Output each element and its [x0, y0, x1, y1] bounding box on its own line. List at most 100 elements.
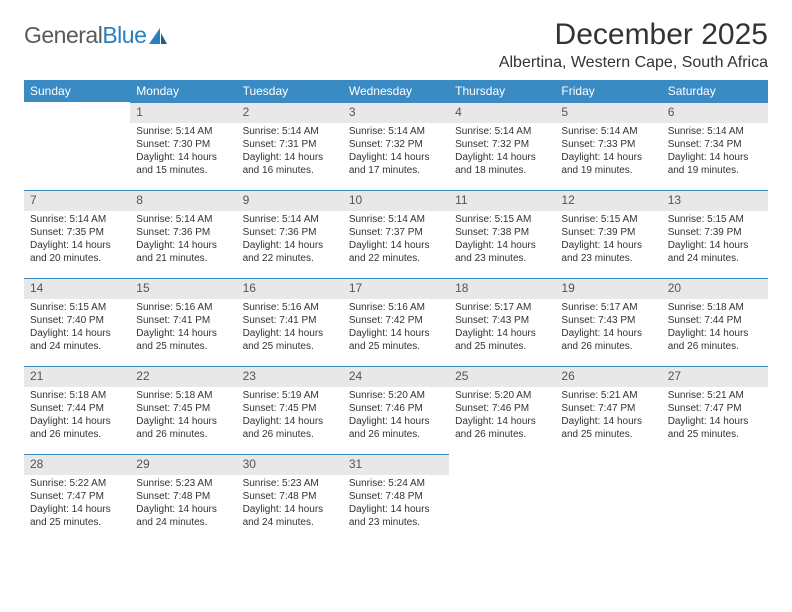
weekday-header: Tuesday	[237, 80, 343, 102]
daylight-text: Daylight: 14 hours and 19 minutes.	[668, 151, 762, 177]
sunset-text: Sunset: 7:40 PM	[30, 314, 124, 327]
sunset-text: Sunset: 7:42 PM	[349, 314, 443, 327]
sunrise-text: Sunrise: 5:21 AM	[668, 389, 762, 402]
cell-body: Sunrise: 5:14 AMSunset: 7:32 PMDaylight:…	[449, 123, 555, 181]
day-number: 1	[130, 102, 236, 123]
daylight-text: Daylight: 14 hours and 26 minutes.	[349, 415, 443, 441]
daylight-text: Daylight: 14 hours and 25 minutes.	[455, 327, 549, 353]
sunset-text: Sunset: 7:44 PM	[668, 314, 762, 327]
calendar-cell: 14Sunrise: 5:15 AMSunset: 7:40 PMDayligh…	[24, 278, 130, 366]
cell-body: Sunrise: 5:15 AMSunset: 7:39 PMDaylight:…	[662, 211, 768, 269]
daylight-text: Daylight: 14 hours and 25 minutes.	[561, 415, 655, 441]
cell-body: Sunrise: 5:18 AMSunset: 7:45 PMDaylight:…	[130, 387, 236, 445]
daylight-text: Daylight: 14 hours and 21 minutes.	[136, 239, 230, 265]
day-number: 5	[555, 102, 661, 123]
day-number: 22	[130, 366, 236, 387]
sunset-text: Sunset: 7:32 PM	[455, 138, 549, 151]
daylight-text: Daylight: 14 hours and 18 minutes.	[455, 151, 549, 177]
sunrise-text: Sunrise: 5:14 AM	[349, 213, 443, 226]
sunset-text: Sunset: 7:41 PM	[243, 314, 337, 327]
calendar-cell: 18Sunrise: 5:17 AMSunset: 7:43 PMDayligh…	[449, 278, 555, 366]
calendar-cell: 19Sunrise: 5:17 AMSunset: 7:43 PMDayligh…	[555, 278, 661, 366]
sunset-text: Sunset: 7:39 PM	[668, 226, 762, 239]
cell-body: Sunrise: 5:16 AMSunset: 7:41 PMDaylight:…	[237, 299, 343, 357]
sunrise-text: Sunrise: 5:23 AM	[243, 477, 337, 490]
day-number: 21	[24, 366, 130, 387]
sunset-text: Sunset: 7:48 PM	[349, 490, 443, 503]
calendar-cell: 9Sunrise: 5:14 AMSunset: 7:36 PMDaylight…	[237, 190, 343, 278]
day-number: 25	[449, 366, 555, 387]
day-number: 14	[24, 278, 130, 299]
calendar-cell: 16Sunrise: 5:16 AMSunset: 7:41 PMDayligh…	[237, 278, 343, 366]
day-number	[24, 102, 130, 123]
daylight-text: Daylight: 14 hours and 22 minutes.	[243, 239, 337, 265]
daylight-text: Daylight: 14 hours and 25 minutes.	[668, 415, 762, 441]
sunrise-text: Sunrise: 5:14 AM	[30, 213, 124, 226]
calendar-cell: 7Sunrise: 5:14 AMSunset: 7:35 PMDaylight…	[24, 190, 130, 278]
calendar-cell: 4Sunrise: 5:14 AMSunset: 7:32 PMDaylight…	[449, 102, 555, 190]
calendar-cell	[24, 102, 130, 190]
sunset-text: Sunset: 7:45 PM	[136, 402, 230, 415]
calendar-cell: 5Sunrise: 5:14 AMSunset: 7:33 PMDaylight…	[555, 102, 661, 190]
day-number: 31	[343, 454, 449, 475]
day-number: 11	[449, 190, 555, 211]
daylight-text: Daylight: 14 hours and 26 minutes.	[455, 415, 549, 441]
calendar-table: Sunday Monday Tuesday Wednesday Thursday…	[24, 80, 768, 542]
cell-body: Sunrise: 5:23 AMSunset: 7:48 PMDaylight:…	[130, 475, 236, 533]
sunset-text: Sunset: 7:47 PM	[561, 402, 655, 415]
logo-text-2: Blue	[102, 22, 146, 49]
cell-body: Sunrise: 5:19 AMSunset: 7:45 PMDaylight:…	[237, 387, 343, 445]
calendar-cell	[555, 454, 661, 542]
daylight-text: Daylight: 14 hours and 17 minutes.	[349, 151, 443, 177]
day-number: 20	[662, 278, 768, 299]
daylight-text: Daylight: 14 hours and 22 minutes.	[349, 239, 443, 265]
daylight-text: Daylight: 14 hours and 23 minutes.	[349, 503, 443, 529]
cell-body	[24, 123, 130, 129]
day-number: 10	[343, 190, 449, 211]
daylight-text: Daylight: 14 hours and 26 minutes.	[136, 415, 230, 441]
sunrise-text: Sunrise: 5:15 AM	[561, 213, 655, 226]
sunrise-text: Sunrise: 5:19 AM	[243, 389, 337, 402]
daylight-text: Daylight: 14 hours and 23 minutes.	[455, 239, 549, 265]
month-title: December 2025	[499, 18, 768, 52]
day-number: 27	[662, 366, 768, 387]
logo-text-1: General	[24, 22, 102, 49]
cell-body: Sunrise: 5:14 AMSunset: 7:36 PMDaylight:…	[237, 211, 343, 269]
daylight-text: Daylight: 14 hours and 25 minutes.	[349, 327, 443, 353]
day-number: 23	[237, 366, 343, 387]
weekday-header: Wednesday	[343, 80, 449, 102]
day-number: 6	[662, 102, 768, 123]
day-number: 29	[130, 454, 236, 475]
sunset-text: Sunset: 7:34 PM	[668, 138, 762, 151]
daylight-text: Daylight: 14 hours and 15 minutes.	[136, 151, 230, 177]
cell-body: Sunrise: 5:18 AMSunset: 7:44 PMDaylight:…	[662, 299, 768, 357]
day-number: 13	[662, 190, 768, 211]
cell-body: Sunrise: 5:15 AMSunset: 7:39 PMDaylight:…	[555, 211, 661, 269]
day-number: 19	[555, 278, 661, 299]
cell-body: Sunrise: 5:15 AMSunset: 7:38 PMDaylight:…	[449, 211, 555, 269]
sunrise-text: Sunrise: 5:14 AM	[243, 213, 337, 226]
day-number: 24	[343, 366, 449, 387]
sunrise-text: Sunrise: 5:14 AM	[349, 125, 443, 138]
day-number: 4	[449, 102, 555, 123]
calendar-cell: 28Sunrise: 5:22 AMSunset: 7:47 PMDayligh…	[24, 454, 130, 542]
day-number: 7	[24, 190, 130, 211]
day-number: 28	[24, 454, 130, 475]
sunrise-text: Sunrise: 5:14 AM	[136, 125, 230, 138]
day-number: 26	[555, 366, 661, 387]
location: Albertina, Western Cape, South Africa	[499, 54, 768, 72]
sunrise-text: Sunrise: 5:18 AM	[136, 389, 230, 402]
sunset-text: Sunset: 7:46 PM	[455, 402, 549, 415]
sunset-text: Sunset: 7:43 PM	[561, 314, 655, 327]
cell-body: Sunrise: 5:20 AMSunset: 7:46 PMDaylight:…	[343, 387, 449, 445]
calendar-cell	[662, 454, 768, 542]
sunset-text: Sunset: 7:44 PM	[30, 402, 124, 415]
daylight-text: Daylight: 14 hours and 25 minutes.	[30, 503, 124, 529]
calendar-cell: 25Sunrise: 5:20 AMSunset: 7:46 PMDayligh…	[449, 366, 555, 454]
title-block: December 2025 Albertina, Western Cape, S…	[499, 18, 768, 78]
cell-body: Sunrise: 5:14 AMSunset: 7:32 PMDaylight:…	[343, 123, 449, 181]
calendar-week-row: 7Sunrise: 5:14 AMSunset: 7:35 PMDaylight…	[24, 190, 768, 278]
calendar-body: 1Sunrise: 5:14 AMSunset: 7:30 PMDaylight…	[24, 102, 768, 542]
day-number: 17	[343, 278, 449, 299]
daylight-text: Daylight: 14 hours and 20 minutes.	[30, 239, 124, 265]
